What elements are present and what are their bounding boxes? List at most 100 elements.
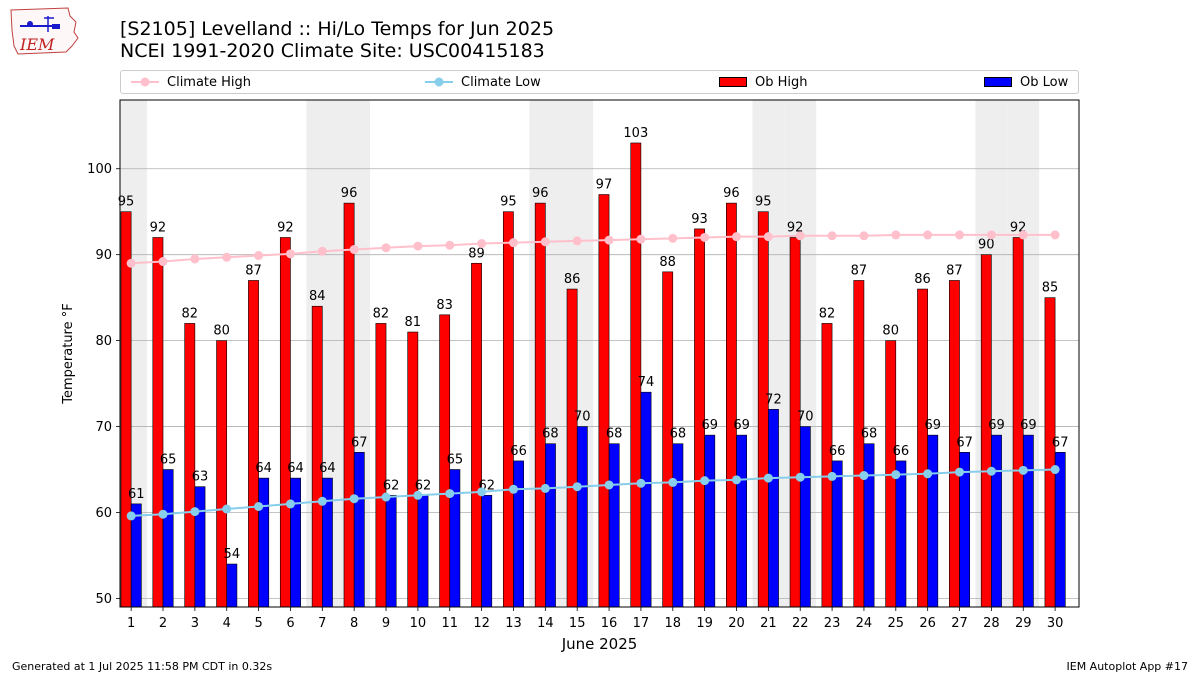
ob-low-label-day-23: 66 [829, 444, 846, 459]
ob-high-label-day-10: 81 [405, 315, 422, 330]
climate-high-point-day-19 [700, 232, 710, 242]
iem-logo: IEM [10, 7, 79, 55]
legend-ob-high: Ob High [719, 71, 808, 93]
x-tick-label-16: 16 [601, 616, 618, 631]
ob-low-bar-day-17 [640, 391, 652, 608]
climate-low-point-day-5 [254, 501, 264, 511]
ob-high-label-day-8: 96 [341, 186, 358, 201]
ob-high-label-day-17: 103 [623, 126, 648, 141]
x-tick-label-3: 3 [191, 616, 199, 631]
climate-low-point-day-18 [668, 477, 678, 487]
ob-high-bar-day-21 [757, 211, 769, 608]
climate-high-point-day-30 [1050, 230, 1060, 240]
climate-low-point-day-2 [158, 509, 168, 519]
climate-low-point-day-17 [636, 478, 646, 488]
x-tick-label-21: 21 [760, 616, 777, 631]
climate-low-point-day-1 [126, 511, 136, 521]
ob-high-label-day-4: 80 [213, 324, 230, 339]
ob-high-label-day-5: 87 [245, 263, 262, 278]
ob-low-bar-day-18 [672, 443, 684, 608]
climate-high-point-day-24 [859, 231, 869, 241]
climate-low-point-day-9 [381, 492, 391, 502]
climate-high-point-day-6 [285, 249, 295, 259]
climate-low-point-day-21 [763, 473, 773, 483]
ob-low-bar-day-22 [799, 426, 811, 608]
climate-low-point-day-12 [477, 487, 487, 497]
x-tick-label-28: 28 [983, 616, 1000, 631]
ob-low-label-day-20: 69 [733, 418, 750, 433]
ob-high-label-day-14: 96 [532, 186, 549, 201]
ob-high-label-day-30: 85 [1042, 281, 1059, 296]
ob-high-bar-day-13 [502, 211, 514, 608]
ob-high-bar-day-9 [375, 323, 387, 608]
ob-low-bar-day-21 [768, 409, 779, 608]
ob-low-bar-day-28 [991, 434, 1002, 608]
climate-low-point-day-23 [827, 471, 837, 481]
x-tick-label-10: 10 [410, 616, 427, 631]
ob-high-label-day-7: 84 [309, 289, 326, 304]
ob-high-label-day-15: 86 [564, 272, 581, 287]
ob-high-label-day-27: 87 [946, 263, 963, 278]
ob-low-bar-day-24 [863, 443, 875, 608]
x-tick-label-4: 4 [223, 616, 231, 631]
climate-high-point-day-12 [477, 239, 487, 249]
ob-high-label-day-28: 90 [978, 238, 995, 253]
ob-low-bar-day-25 [895, 460, 907, 608]
climate-high-point-day-7 [317, 246, 327, 256]
ob-high-bar-day-1 [120, 211, 132, 608]
y-axis-title: Temperature °F [61, 303, 76, 404]
climate-high-point-day-27 [955, 230, 965, 240]
ob-low-bar-day-5 [258, 477, 270, 608]
climate-high-point-day-25 [891, 230, 901, 240]
climate-high-point-day-8 [349, 245, 359, 255]
ob-low-bar-day-10 [417, 494, 429, 608]
ob-high-bar-day-4 [216, 340, 228, 608]
ob-low-label-day-24: 68 [861, 427, 878, 442]
ob-low-label-day-29: 69 [1020, 418, 1037, 433]
x-tick-label-17: 17 [633, 616, 650, 631]
x-tick-label-23: 23 [824, 616, 841, 631]
ob-low-bar-day-8 [353, 452, 365, 608]
ob-high-bar-day-26 [917, 288, 928, 608]
ob-low-label-day-6: 64 [287, 461, 304, 476]
legend-climate-low-label: Climate Low [461, 74, 541, 90]
ob-low-label-day-17: 74 [638, 375, 655, 390]
ob-low-bar-day-26 [927, 434, 939, 608]
climate-low-point-day-15 [572, 482, 582, 492]
climate-high-point-day-23 [827, 231, 837, 241]
y-tick-label-100: 100 [87, 162, 112, 177]
ob-high-bar-day-23 [821, 323, 833, 608]
climate-high-swatch [131, 77, 159, 87]
climate-low-point-day-16 [604, 480, 614, 490]
climate-low-swatch [425, 77, 453, 87]
chart-title: [S2105] Levelland :: Hi/Lo Temps for Jun… [120, 18, 555, 40]
ob-high-bar-day-16 [598, 194, 610, 608]
climate-high-point-day-21 [763, 232, 773, 242]
ob-high-label-day-6: 92 [277, 220, 294, 235]
legend: Climate High Climate Low Ob High Ob Low [120, 70, 1079, 94]
x-tick-label-11: 11 [441, 616, 458, 631]
ob-high-label-day-19: 93 [691, 212, 708, 227]
ob-high-label-day-18: 88 [659, 255, 676, 270]
ob-low-bar-day-19 [704, 434, 716, 608]
x-tick-label-19: 19 [696, 616, 713, 631]
ob-low-label-day-28: 69 [988, 418, 1005, 433]
ob-low-label-day-10: 62 [415, 478, 432, 493]
climate-low-point-day-4 [222, 504, 232, 514]
ob-high-label-day-20: 96 [723, 186, 740, 201]
climate-high-point-day-2 [158, 257, 168, 267]
climate-low-point-day-13 [508, 484, 518, 494]
x-axis-title: June 2025 [561, 635, 638, 653]
y-tick-label-70: 70 [95, 420, 112, 435]
climate-low-point-day-6 [285, 499, 295, 509]
ob-low-label-day-21: 72 [765, 392, 782, 407]
climate-low-point-day-24 [859, 471, 869, 481]
ob-high-label-day-11: 83 [436, 298, 453, 313]
climate-low-point-day-11 [445, 489, 455, 499]
legend-climate-high: Climate High [131, 71, 251, 93]
climate-high-point-day-15 [572, 236, 582, 246]
ob-low-bar-day-23 [831, 460, 843, 608]
ob-high-label-day-3: 82 [182, 306, 199, 321]
climate-high-point-day-3 [190, 254, 200, 264]
